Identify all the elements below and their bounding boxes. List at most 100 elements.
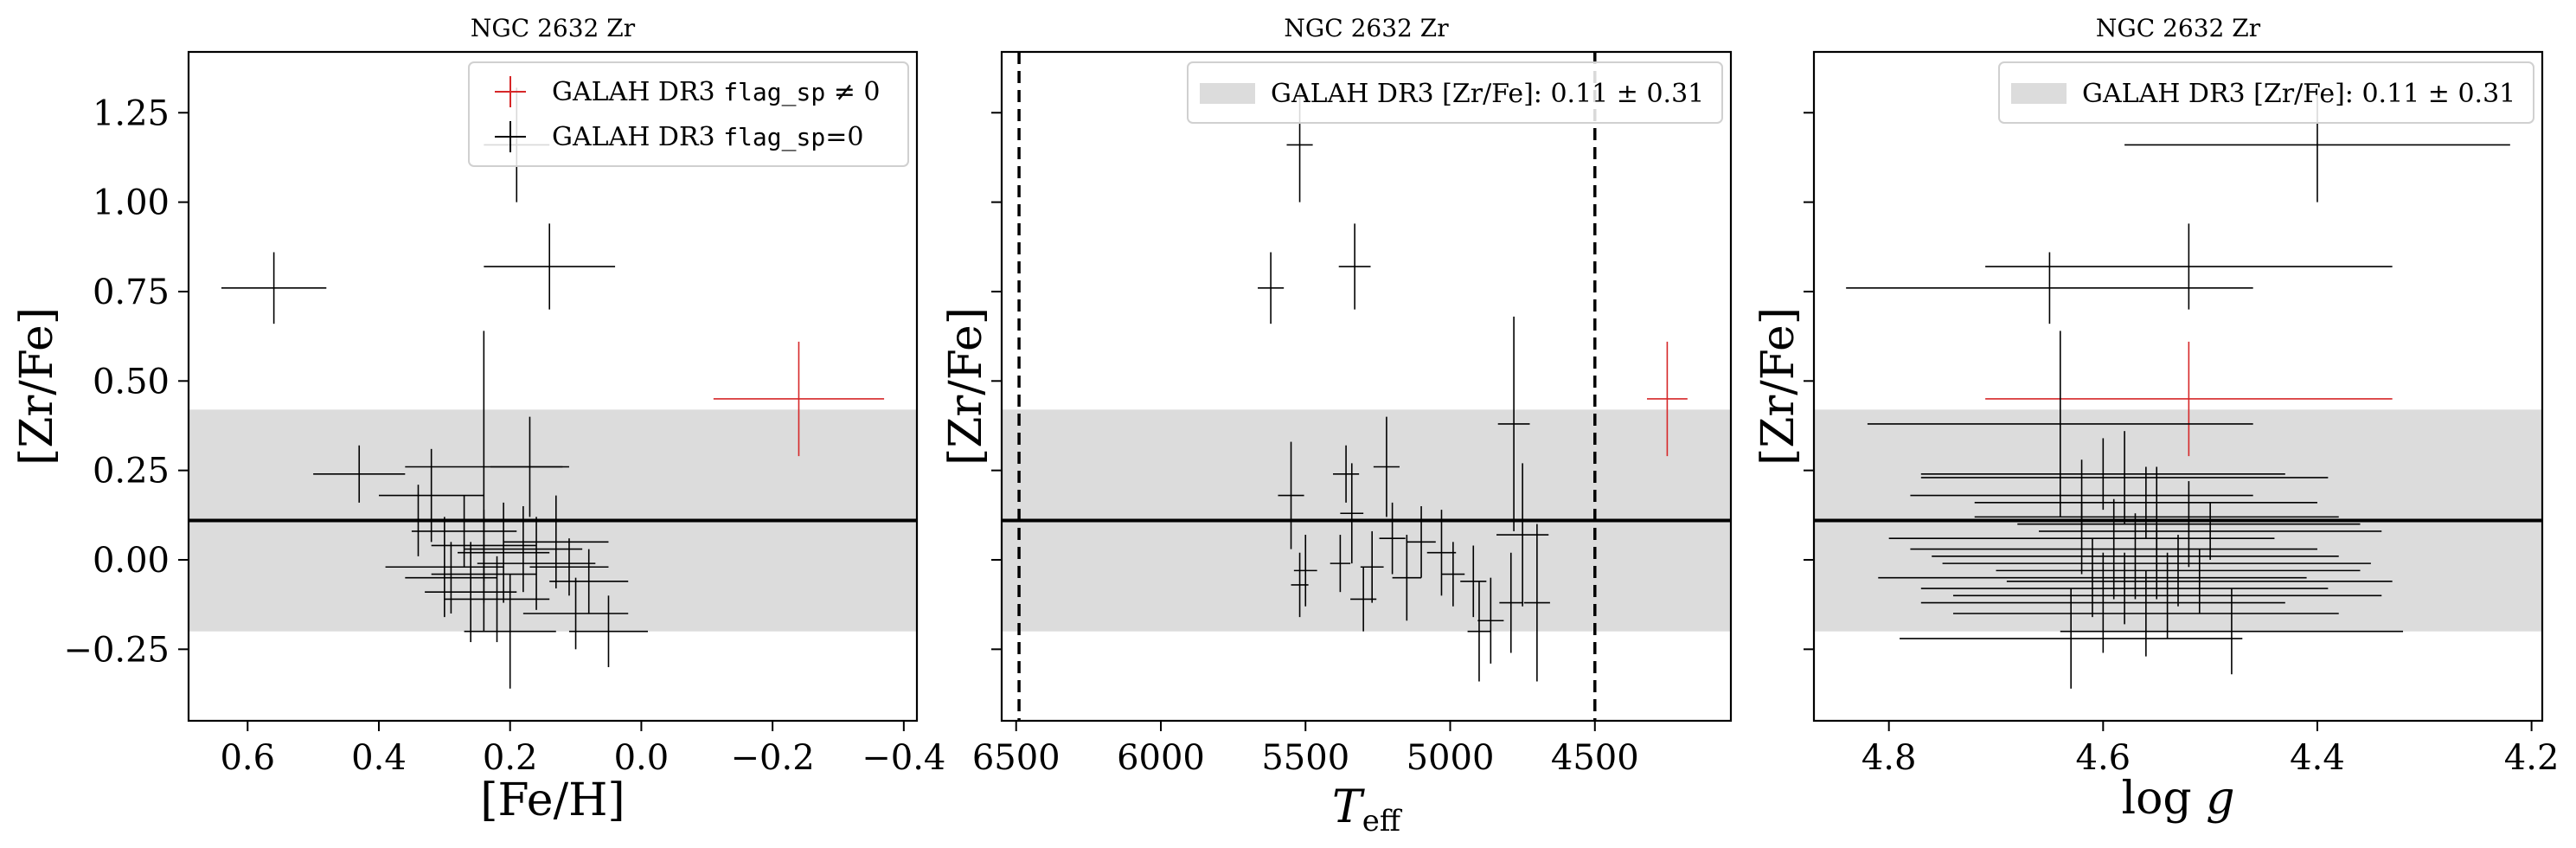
x-axis-label: log g — [2121, 773, 2234, 825]
panel-title: NGC 2632 Zr — [1284, 14, 1449, 42]
data-point — [1496, 463, 1549, 607]
data-point — [1888, 502, 2275, 575]
x-tick-label: 6000 — [1117, 738, 1205, 778]
data-point — [1974, 466, 2317, 539]
legend-box — [468, 61, 909, 167]
x-tick-label: 4500 — [1551, 738, 1639, 778]
legend-swatch — [2011, 83, 2067, 104]
axes-frame — [1000, 50, 1733, 723]
x-tick-label: 0.0 — [614, 738, 670, 778]
data-point — [431, 517, 537, 632]
y-tick-label: 1.25 — [93, 93, 170, 133]
legend: GALAH DR3 [Zr/Fe]: 0.11 ± 0.31 — [1998, 61, 2534, 124]
data-point — [529, 538, 609, 596]
legend: GALAH DR3 [Zr/Fe]: 0.11 ± 0.31 — [1187, 61, 1723, 124]
legend-label: GALAH DR3 flag_sp ≠ 0 — [552, 77, 881, 107]
x-tick-label: 0.4 — [351, 738, 407, 778]
plot-area — [1814, 87, 2542, 689]
data-point — [1499, 552, 1523, 653]
data-point — [1523, 524, 1550, 682]
data-point — [2039, 502, 2382, 560]
data-point — [1340, 463, 1364, 564]
x-tick-label: 0.6 — [220, 738, 275, 778]
x-tick-label: 6500 — [972, 738, 1061, 778]
x-tick-label: 4.8 — [1862, 738, 1917, 778]
x-tick-label: 5000 — [1407, 738, 1495, 778]
y-axis-label: [Zr/Fe] — [11, 307, 63, 466]
data-point — [1952, 552, 2382, 639]
legend-box — [1998, 61, 2534, 124]
legend-swatch — [1200, 83, 1255, 104]
data-point — [713, 341, 885, 457]
y-axis-label: [Zr/Fe] — [940, 307, 992, 466]
y-tick-label: 1.00 — [93, 183, 170, 223]
data-point — [1258, 252, 1285, 324]
data-point — [1878, 538, 2307, 618]
x-axis-label: Teff — [1332, 781, 1403, 838]
data-point — [1441, 542, 1465, 607]
data-point — [1477, 577, 1504, 664]
y-tick-label: 0.00 — [93, 541, 170, 581]
data-point — [1867, 331, 2253, 517]
panel-2: 6500 6000 5500 5000 4500 NGC 2632 Zr [Zr/Fe] Te… — [940, 14, 1733, 838]
x-tick-label: 4.2 — [2504, 738, 2560, 778]
data-point — [1920, 431, 2329, 524]
data-point — [1920, 552, 2285, 653]
data-point — [1360, 530, 1384, 603]
data-point — [1942, 527, 2371, 600]
data-point — [1985, 223, 2393, 310]
data-point — [2060, 588, 2404, 675]
plot-area — [1002, 52, 1731, 721]
plot-area — [189, 87, 917, 689]
data-point — [1293, 535, 1317, 607]
data-point — [1910, 498, 2317, 600]
panel-title: NGC 2632 Zr — [471, 14, 636, 42]
y-tick-label: −0.25 — [63, 630, 170, 670]
x-tick-label: −0.2 — [731, 738, 815, 778]
x-tick-label: 4.4 — [2290, 738, 2345, 778]
data-point — [1330, 535, 1351, 593]
y-tick-label: 0.75 — [93, 273, 170, 312]
legend-label: GALAH DR3 flag_sp=0 — [552, 122, 863, 152]
data-point — [1373, 416, 1400, 517]
data-point — [385, 517, 504, 618]
data-point — [378, 448, 484, 543]
data-point — [458, 502, 550, 603]
data-point — [1900, 588, 2243, 689]
data-point — [411, 495, 517, 568]
data-point — [1338, 223, 1371, 310]
data-point — [425, 542, 517, 643]
data-point — [1379, 502, 1406, 575]
x-tick-label: 0.2 — [483, 738, 538, 778]
data-point — [1407, 505, 1436, 578]
data-point — [2017, 481, 2361, 568]
x-tick-label: 5500 — [1261, 738, 1349, 778]
data-point — [1333, 445, 1360, 503]
data-point — [313, 445, 406, 503]
data-point — [1985, 341, 2393, 457]
x-tick-label: 4.6 — [2076, 738, 2131, 778]
data-point — [1920, 438, 2285, 511]
legend: GALAH DR3 flag_sp ≠ 0 GALAH DR3 flag_sp=0 — [468, 61, 909, 167]
data-point — [1426, 510, 1457, 596]
data-point — [444, 556, 550, 643]
data-point — [1497, 316, 1530, 531]
data-point — [1467, 581, 1491, 682]
data-point — [1350, 567, 1377, 632]
data-point — [1920, 552, 2329, 625]
data-point — [221, 252, 327, 324]
axes-frame — [187, 50, 919, 723]
data-point — [1646, 341, 1688, 457]
y-tick-label: 0.25 — [93, 452, 170, 491]
y-tick-label: 0.50 — [93, 362, 170, 402]
data-point — [1952, 570, 2339, 657]
data-point — [1392, 535, 1422, 621]
data-point — [1291, 552, 1309, 618]
data-point — [490, 416, 569, 517]
panel-3: 4.8 4.6 4.4 4.2 NGC 2632 Zr [Zr/Fe] log g GALAH… — [1753, 14, 2559, 825]
data-point — [484, 223, 616, 310]
data-point — [405, 542, 497, 614]
data-point — [464, 574, 556, 689]
panel-title: NGC 2632 Zr — [2096, 14, 2261, 42]
